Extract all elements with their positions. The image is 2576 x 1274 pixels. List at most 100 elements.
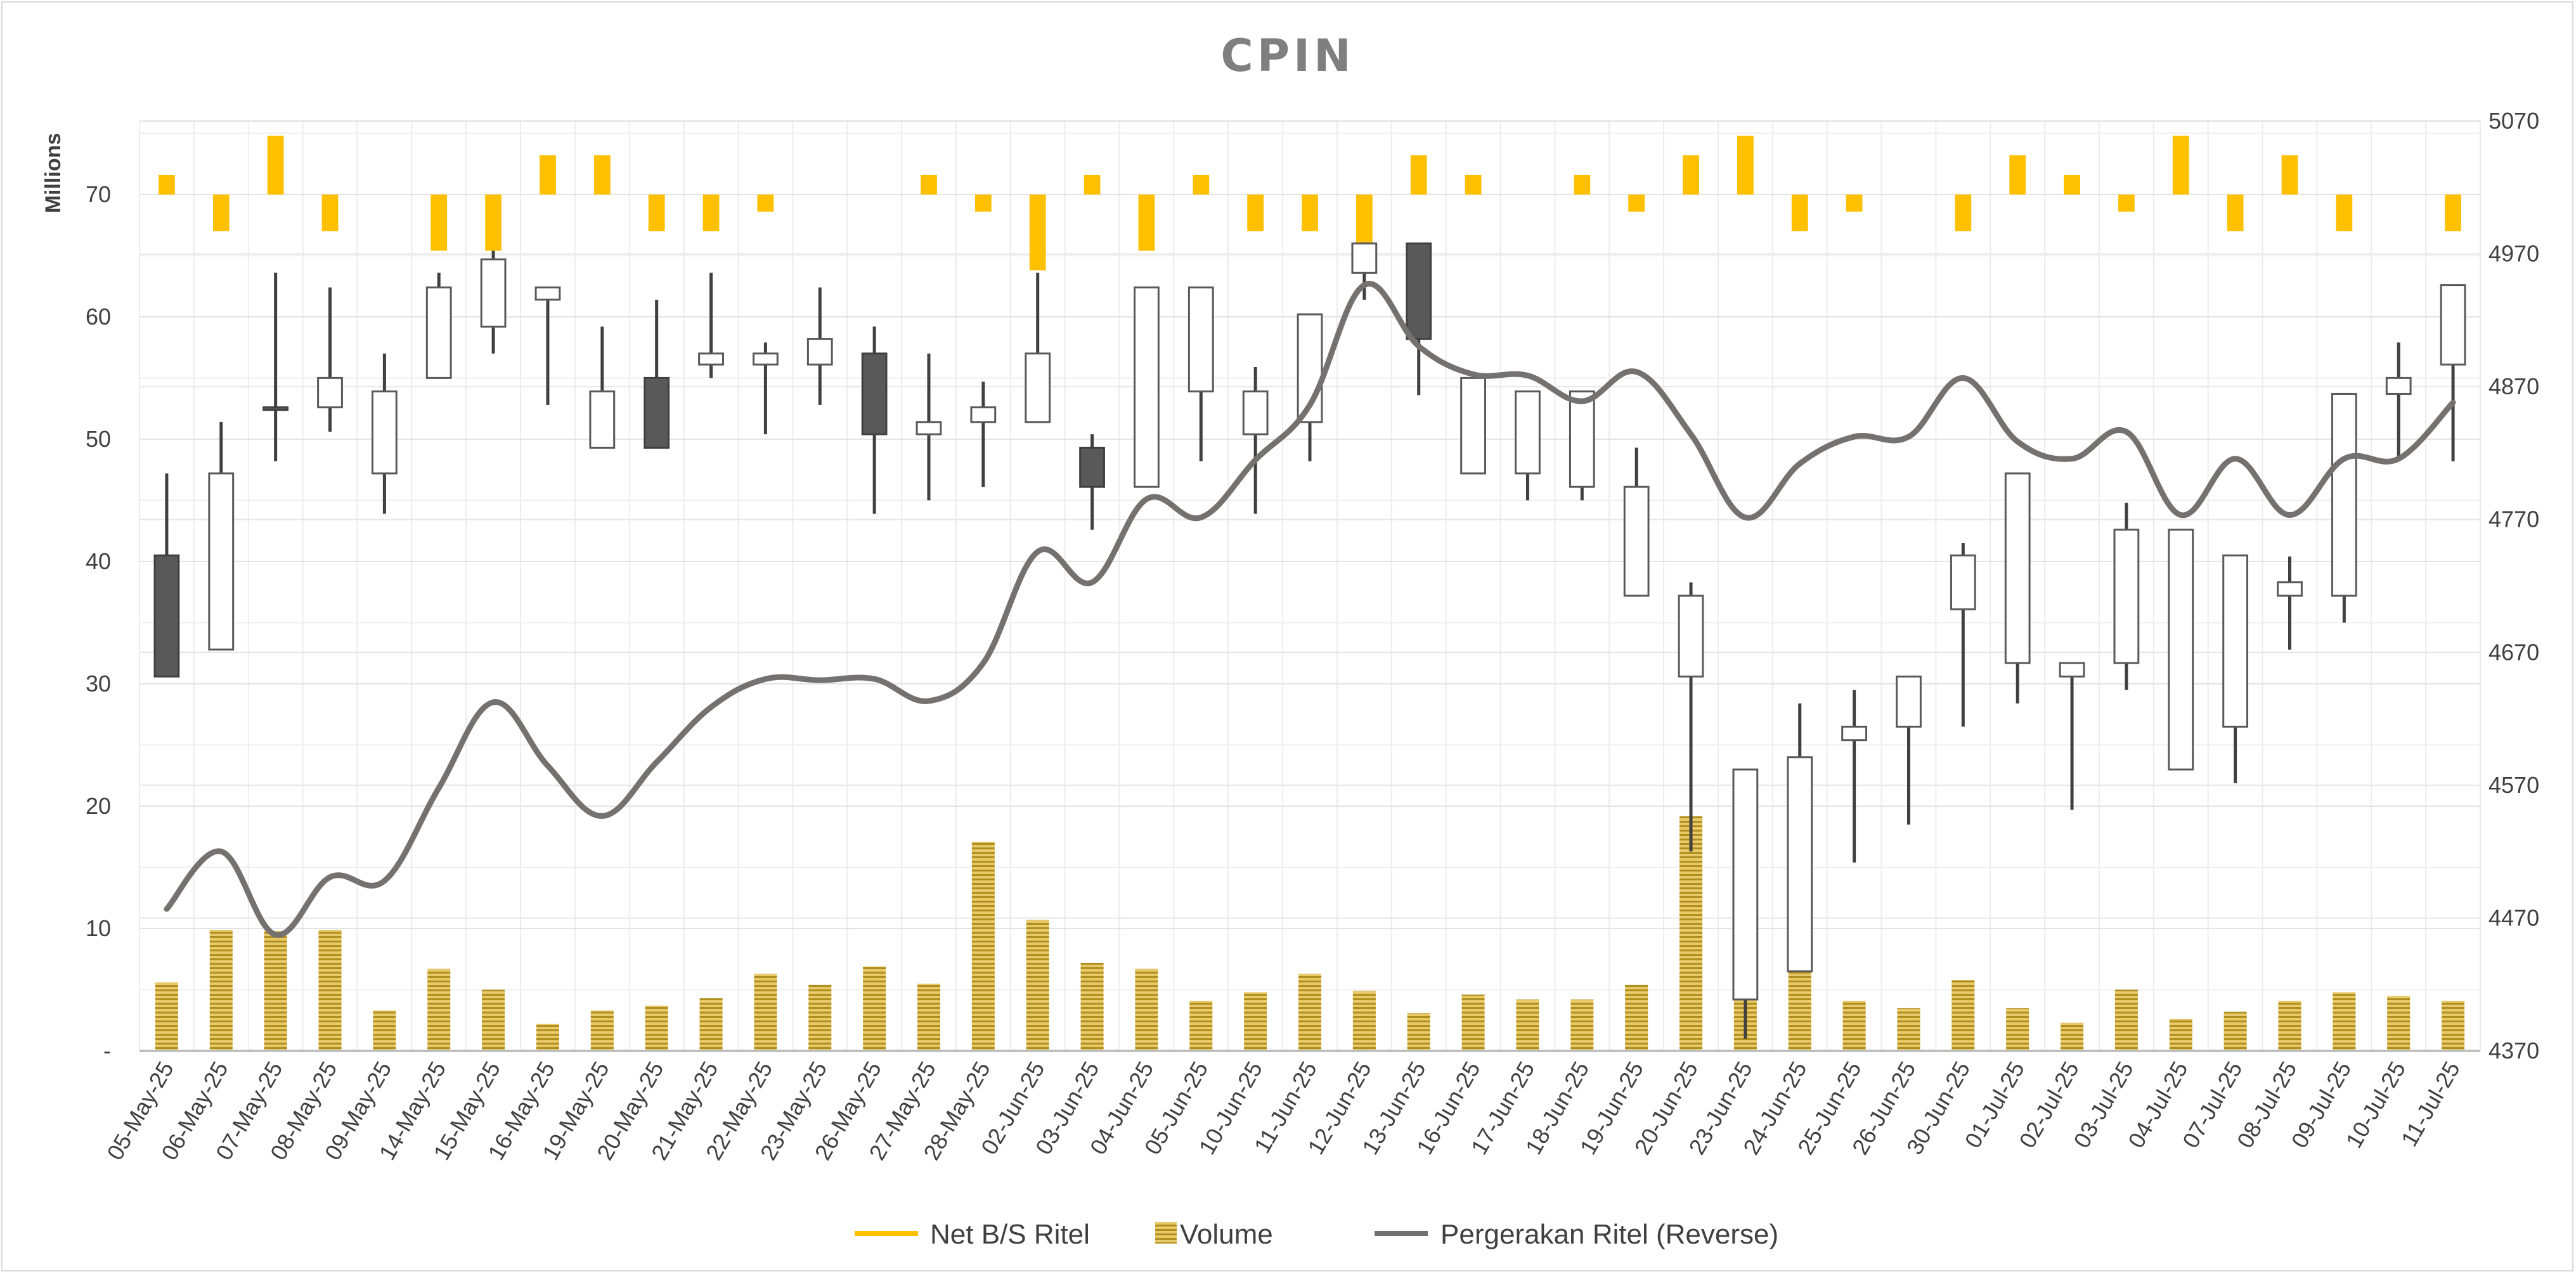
pergerakan-ritel-line <box>164 281 2456 938</box>
right-tick-label: 4370 <box>2489 1038 2539 1064</box>
volume-bar <box>1625 984 1648 1051</box>
left-tick-label: - <box>103 1038 111 1064</box>
net-bs-bar <box>1410 155 1427 195</box>
net-bs-bar <box>921 174 937 195</box>
volume-bar <box>917 983 941 1051</box>
net-bs-bar <box>2281 155 2298 195</box>
volume-bar <box>373 1010 396 1051</box>
gridlines <box>139 120 2481 1052</box>
volume-bar <box>2061 1022 2084 1051</box>
volume-bar <box>1570 999 1594 1051</box>
volume-bar <box>536 1024 559 1051</box>
legend-label-pergerakan-ritel: Pergerakan Ritel (Reverse) <box>1440 1219 1778 1250</box>
net-bs-bar <box>702 194 720 231</box>
net-bs-bar <box>1029 194 1046 271</box>
legend-swatch-volume <box>1155 1222 1177 1244</box>
left-tick-label: 70 <box>86 181 111 207</box>
net-bs-bar <box>212 194 230 231</box>
net-bs-bar <box>1465 174 1482 195</box>
left-tick-label: 20 <box>86 793 111 819</box>
volume-bar <box>1298 974 1322 1051</box>
volume-bar <box>264 930 287 1051</box>
legend-item-pergerakan-ritel[interactable]: Pergerakan Ritel (Reverse) <box>1375 1219 1778 1250</box>
candle-body <box>1025 352 1051 423</box>
volume-bar <box>209 929 233 1051</box>
candle-body <box>2222 554 2249 728</box>
candle-body <box>2277 581 2303 597</box>
volume-bar <box>699 998 723 1051</box>
candle-body <box>1406 242 1432 340</box>
net-bs-bar <box>2172 136 2189 195</box>
volume-bar <box>1407 1013 1430 1051</box>
net-bs-bar <box>159 174 175 195</box>
right-tick-label: 4470 <box>2489 904 2539 930</box>
candle-body <box>1787 756 1813 973</box>
volume-bar <box>2442 1000 2465 1051</box>
candle-body <box>1841 725 1867 742</box>
net-bs-bar <box>485 194 502 251</box>
volume-bar <box>1026 920 1049 1051</box>
net-bs-bar <box>1628 194 1645 212</box>
net-bs-bar <box>757 194 774 212</box>
candle-body <box>1242 390 1269 435</box>
candle-body <box>1678 595 1704 678</box>
net-bs-bar <box>974 194 992 212</box>
volume-bar <box>590 1010 614 1051</box>
net-bs-bar <box>321 194 339 231</box>
candle-body <box>534 286 561 301</box>
right-tick-label: 4970 <box>2489 241 2539 267</box>
volume-bar <box>1788 971 1811 1051</box>
candle-body <box>1569 390 1595 488</box>
x-axis-ticks: 05-May-2506-May-2507-May-2508-May-2509-M… <box>101 1057 2465 1165</box>
candle-body <box>698 352 724 366</box>
volume-bar <box>1461 994 1485 1051</box>
candle-body <box>1460 376 1486 475</box>
candle-body <box>970 406 997 423</box>
candle-body <box>1950 554 1976 610</box>
candle-body <box>1134 286 1160 488</box>
net-bs-bar <box>1846 194 1863 212</box>
right-tick-label: 5070 <box>2489 108 2539 134</box>
volume-bar <box>1516 999 1539 1051</box>
price-candles <box>153 242 2466 1039</box>
volume-bar <box>1951 980 1975 1051</box>
candle-body <box>1623 486 1650 597</box>
net-bs-bar <box>2064 174 2080 195</box>
chart-title: CPIN <box>1220 30 1354 82</box>
volume-bar <box>2169 1019 2192 1051</box>
left-tick-label: 60 <box>86 304 111 330</box>
candle-body <box>208 472 235 651</box>
candle-body <box>153 554 180 678</box>
left-tick-label: 10 <box>86 915 111 941</box>
net-bs-bar <box>2445 194 2461 231</box>
legend-item-net-bs[interactable]: Net B/S Ritel <box>855 1219 1090 1250</box>
legend: Net B/S Ritel Volume Pergerakan Ritel (R… <box>855 1219 1778 1250</box>
volume-bar <box>2387 996 2411 1051</box>
net-bs-bar <box>1084 174 1101 195</box>
candle-body <box>2004 472 2031 664</box>
net-bs-bar <box>1737 136 1754 195</box>
volume-bar <box>155 982 178 1051</box>
volume-bar <box>1244 992 1267 1051</box>
right-tick-label: 4670 <box>2489 639 2539 665</box>
net-bs-bar <box>1791 194 1808 231</box>
left-axis-unit: Millions <box>41 133 65 214</box>
right-axis-ticks: 4370 4470 4570 4670 4770 4870 4970 5070 <box>2489 108 2539 1064</box>
candle-body <box>2385 376 2412 395</box>
volume-bar <box>1842 1000 1866 1051</box>
candle-body <box>916 421 942 435</box>
net-bs-bar <box>267 136 284 195</box>
candle-body <box>2440 284 2466 366</box>
net-bs-bar <box>1302 194 1318 231</box>
right-tick-label: 4570 <box>2489 772 2539 798</box>
net-bs-bars <box>159 136 2461 271</box>
candle-body <box>2113 529 2140 664</box>
candle-body <box>861 352 888 435</box>
candle-body <box>2331 392 2357 597</box>
legend-item-volume[interactable]: Volume <box>1155 1219 1273 1250</box>
candle-body <box>589 390 616 449</box>
volume-bar <box>2006 1008 2029 1051</box>
left-tick-label: 30 <box>86 671 111 697</box>
